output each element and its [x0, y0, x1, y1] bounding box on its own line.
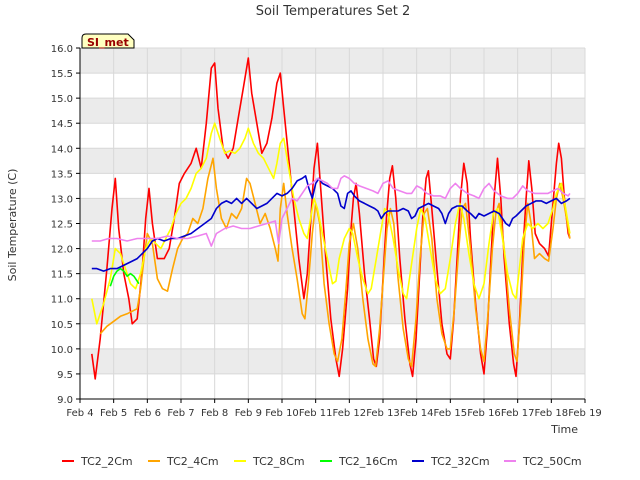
y-tick-label: 16.0	[51, 44, 73, 55]
legend-label: TC2_16Cm	[338, 455, 398, 468]
y-tick-label: 13.0	[51, 194, 73, 205]
x-tick-label: Feb 19	[568, 408, 602, 419]
plot-band	[80, 148, 585, 174]
y-tick-label: 13.5	[51, 169, 73, 180]
x-tick-label: Feb 11	[299, 408, 333, 419]
y-tick-label: 10.5	[51, 320, 73, 331]
x-tick-label: Feb 12	[333, 408, 367, 419]
legend-label: TC2_8Cm	[252, 455, 305, 468]
y-tick-label: 14.0	[51, 144, 73, 155]
y-tick-label: 14.5	[51, 119, 73, 130]
y-axis-label: Soil Temperature (C)	[6, 169, 19, 282]
series-line-tc2-50cm	[91, 175, 571, 247]
y-tick-label: 12.5	[51, 220, 73, 231]
x-tick-label: Feb 4	[66, 408, 93, 419]
legend: TC2_2Cm TC2_4Cm TC2_8Cm TC2_16Cm TC2_32Cm TC2…	[62, 455, 582, 468]
x-axis-label: Time	[550, 423, 578, 436]
legend-item-tc2-16cm: TC2_16Cm	[320, 455, 398, 468]
y-tick-label: 9.0	[57, 395, 73, 406]
x-tick-label: Feb 9	[235, 408, 262, 419]
x-tick-label: Feb 6	[134, 408, 161, 419]
x-tick-label: Feb 7	[167, 408, 194, 419]
y-tick-label: 9.5	[57, 370, 73, 381]
chart-title: Soil Temperatures Set 2	[256, 4, 411, 19]
x-tick-label: Feb 13	[366, 408, 400, 419]
grid-lines	[79, 47, 586, 400]
x-tick-label: Feb 5	[100, 408, 127, 419]
y-tick-label: 15.5	[51, 69, 73, 80]
x-tick-label: Feb 14	[400, 408, 434, 419]
legend-item-tc2-2cm: TC2_2Cm	[62, 455, 133, 468]
axes: 9.0 9.5 10.0 10.5 11.0 11.5 12.0 12.5 13.0 13.5 14…	[51, 44, 602, 419]
x-tick-label: Feb 18	[535, 408, 569, 419]
legend-label: TC2_2Cm	[80, 455, 133, 468]
station-label: SI_met	[87, 36, 129, 49]
series-line-tc2-32cm	[91, 175, 571, 272]
series-line-tc2-16cm	[109, 267, 140, 287]
plot-band	[80, 298, 585, 324]
plot-band	[80, 348, 585, 374]
y-tick-label: 12.0	[51, 245, 73, 256]
plot-band	[80, 48, 585, 74]
y-tick-label: 15.0	[51, 94, 73, 105]
legend-label: TC2_32Cm	[430, 455, 490, 468]
legend-label: TC2_4Cm	[166, 455, 219, 468]
x-tick-label: Feb 15	[434, 408, 468, 419]
series-line-tc2-4cm	[99, 157, 571, 368]
y-tick-label: 10.0	[51, 345, 73, 356]
station-label-box: SI_met	[81, 33, 135, 49]
x-tick-label: Feb 8	[201, 408, 228, 419]
legend-item-tc2-4cm: TC2_4Cm	[148, 455, 219, 468]
legend-item-tc2-8cm: TC2_8Cm	[234, 455, 305, 468]
x-tick-label: Feb 16	[467, 408, 501, 419]
legend-label: TC2_50Cm	[522, 455, 582, 468]
legend-item-tc2-32cm: TC2_32Cm	[412, 455, 490, 468]
series-line-tc2-8cm	[91, 122, 571, 325]
x-tick-label: Feb 10	[265, 408, 299, 419]
legend-item-tc2-50cm: TC2_50Cm	[504, 455, 582, 468]
y-tick-label: 11.0	[51, 295, 73, 306]
y-tick-label: 11.5	[51, 270, 73, 281]
series-layer	[91, 57, 571, 380]
plot-band	[80, 248, 585, 274]
plot-band	[80, 198, 585, 224]
plot-band	[80, 98, 585, 124]
x-tick-label: Feb 17	[501, 408, 535, 419]
